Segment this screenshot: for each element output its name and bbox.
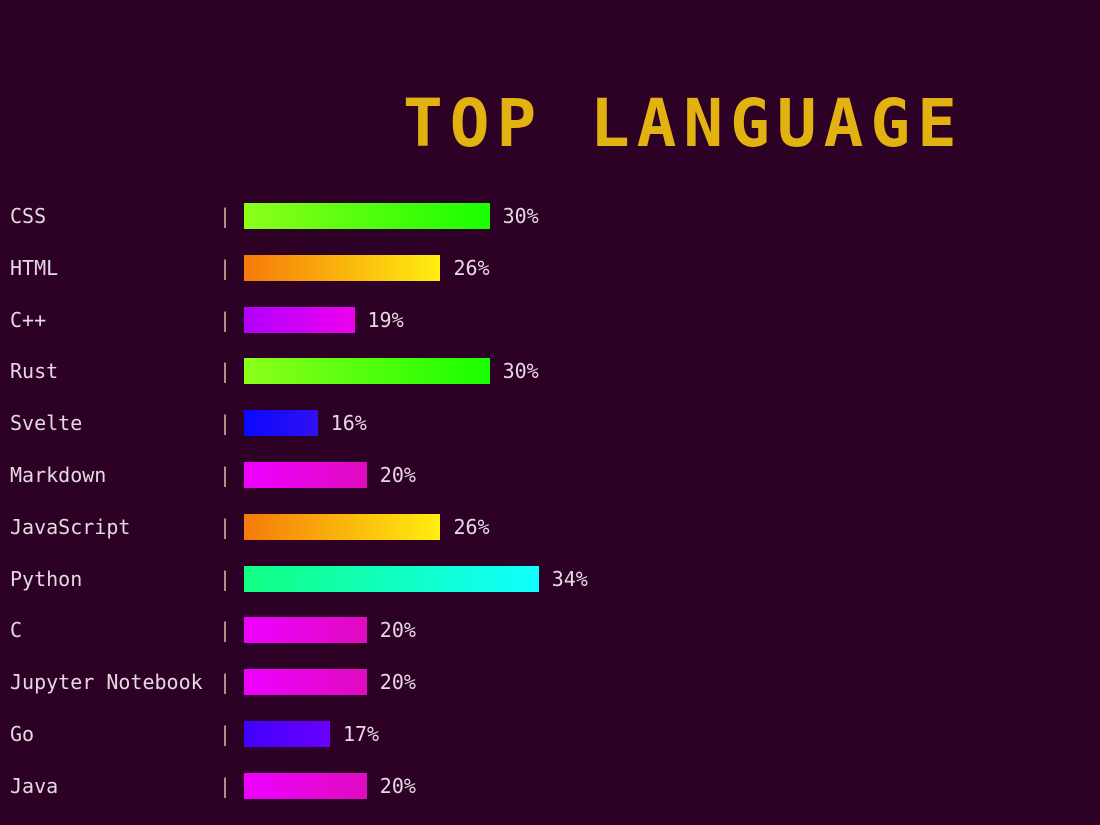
separator: | — [219, 255, 232, 280]
bar-row: HTML | 26% — [0, 254, 1100, 307]
bar-row: Jupyter Notebook | 20% — [0, 669, 1100, 721]
bar — [244, 358, 490, 385]
value-label: 20% — [379, 670, 416, 695]
bar-row: Svelte | 16% — [0, 410, 1100, 462]
separator: | — [219, 722, 232, 746]
category-label: Python — [10, 566, 83, 591]
value-label: 30% — [502, 359, 539, 384]
bar — [244, 617, 367, 644]
separator: | — [219, 566, 232, 591]
category-label: Markdown — [10, 463, 107, 487]
value-label: 30% — [502, 204, 539, 228]
bar-row: JavaScript | 26% — [0, 513, 1100, 566]
value-label: 20% — [379, 618, 416, 643]
bar — [244, 462, 367, 488]
value-label: 20% — [379, 463, 416, 487]
bar-row: Python | 34% — [0, 565, 1100, 618]
bar — [244, 772, 367, 799]
separator: | — [219, 411, 232, 436]
separator: | — [219, 670, 232, 695]
value-label: 26% — [453, 255, 490, 280]
separator: | — [219, 618, 232, 643]
separator: | — [219, 359, 232, 384]
bar-row: Go | 17% — [0, 721, 1100, 773]
bar — [244, 306, 355, 333]
bar-row: C | 20% — [0, 617, 1100, 669]
separator: | — [219, 773, 232, 798]
category-label: C++ — [10, 307, 47, 332]
value-label: 19% — [367, 307, 404, 332]
category-label: HTML — [10, 255, 59, 280]
category-label: Rust — [10, 359, 59, 384]
bar — [244, 254, 441, 281]
category-label: JavaScript — [10, 514, 131, 539]
bar — [244, 721, 330, 747]
category-label: Svelte — [10, 411, 83, 436]
value-label: 34% — [551, 566, 588, 591]
bar — [244, 513, 441, 540]
chart-title: TOP LANGUAGE — [403, 85, 964, 162]
category-label: Go — [10, 722, 35, 746]
value-label: 20% — [379, 773, 416, 798]
separator: | — [219, 204, 232, 228]
bar-row: CSS | 30% — [0, 203, 1100, 255]
bar-row: C++ | 19% — [0, 306, 1100, 359]
category-label: Jupyter Notebook — [10, 670, 203, 695]
value-label: 16% — [330, 411, 367, 436]
separator: | — [219, 514, 232, 539]
category-label: Java — [10, 773, 59, 798]
bar — [244, 203, 490, 229]
bar-row: Rust | 30% — [0, 358, 1100, 410]
category-label: C — [10, 618, 23, 643]
value-label: 26% — [453, 514, 490, 539]
bar-row: Java | 20% — [0, 772, 1100, 825]
category-label: CSS — [10, 204, 47, 228]
bar-row: Markdown | 20% — [0, 462, 1100, 514]
separator: | — [219, 463, 232, 487]
value-label: 17% — [342, 722, 380, 746]
bar — [244, 565, 539, 592]
bar — [244, 410, 318, 437]
separator: | — [219, 307, 232, 332]
bar — [244, 669, 367, 696]
